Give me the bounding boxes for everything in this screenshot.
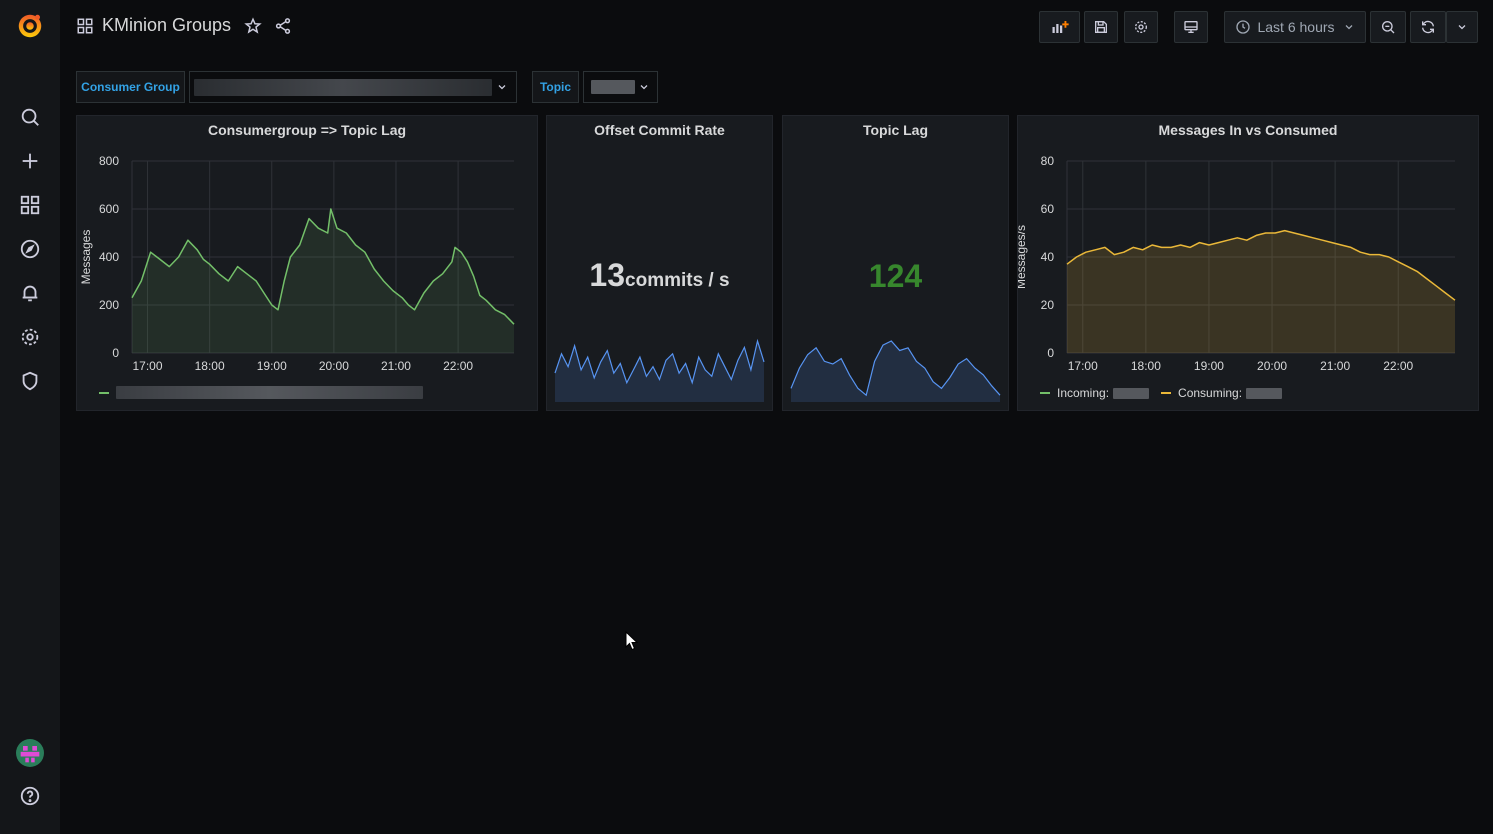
x-tick-label: 19:00 [257,359,287,373]
refresh-interval-dropdown[interactable] [1446,11,1478,43]
sparkline-line [790,340,1001,397]
share-icon[interactable] [272,14,294,38]
commit-rate-value: 13 [589,257,626,293]
x-tick-label: 21:00 [381,359,411,373]
consumer-group-select[interactable] [189,71,517,103]
y-tick-label: 0 [1047,346,1054,360]
grafana-logo-icon[interactable] [15,11,45,41]
y-tick-label: 400 [99,250,119,264]
refresh-button[interactable] [1410,11,1446,43]
chevron-down-icon [1343,21,1355,33]
y-tick-label: 80 [1041,154,1055,168]
dashboards-icon[interactable] [15,190,45,220]
compass-icon[interactable] [15,234,45,264]
x-tick-label: 20:00 [319,359,349,373]
panel-messages-in-vs-consumed[interactable]: Messages In vs Consumed 0 20 40 60 80 17:00 18… [1017,115,1479,411]
redacted-value [591,80,635,94]
sidebar [0,0,60,834]
star-icon[interactable] [242,14,264,38]
chevron-down-icon [638,81,650,93]
messages-legend[interactable]: Incoming: Consuming: [1040,386,1283,400]
panel-consumergroup-lag[interactable]: Consumergroup => Topic Lag 0 200 400 600 800… [76,115,538,411]
commit-rate-sparkline [554,338,765,402]
redacted-series-name [116,386,423,399]
y-tick-label: 40 [1041,250,1055,264]
y-tick-label: 200 [99,298,119,312]
time-picker-button[interactable]: Last 6 hours [1224,11,1366,43]
topic-label: Topic [532,71,579,103]
clock-icon [1235,19,1251,35]
legend-swatch-incoming [1040,392,1050,394]
panel-topic-lag[interactable]: Topic Lag 124 [782,115,1009,411]
x-tick-label: 20:00 [1257,359,1287,373]
topic-lag-value: 124 [868,258,923,294]
x-tick-label: 22:00 [443,359,473,373]
legend-incoming-label: Incoming: [1057,386,1110,400]
dashboard-navbar: KMinion Groups Last 6 hours [60,0,1493,54]
avatar[interactable] [15,738,45,768]
x-tick-label: 17:00 [1068,359,1098,373]
settings-button[interactable] [1124,11,1158,43]
add-panel-button[interactable] [1039,11,1080,43]
page-title[interactable]: KMinion Groups [102,15,232,35]
stat-value: 13commits / s [547,257,772,294]
topic-select[interactable] [583,71,658,103]
x-tick-label: 17:00 [133,359,163,373]
mouse-cursor-icon [625,631,639,651]
y-axis-label: Messages [79,230,93,285]
legend-swatch [99,391,109,394]
panel-title[interactable]: Consumergroup => Topic Lag [207,122,407,138]
panel-title[interactable]: Topic Lag [862,122,929,138]
y-tick-label: 600 [99,202,119,216]
dashboard-grid-icon [74,14,96,38]
x-tick-label: 22:00 [1383,359,1413,373]
x-tick-label: 19:00 [1194,359,1224,373]
chevron-down-icon [496,81,508,93]
y-tick-label: 20 [1041,298,1055,312]
zoom-out-button[interactable] [1370,11,1406,43]
series-area [132,209,514,353]
consumer-group-label: Consumer Group [76,71,185,103]
x-tick-label: 21:00 [1320,359,1350,373]
panel-offset-commit-rate[interactable]: Offset Commit Rate 13commits / s [546,115,773,411]
lag-chart: 0 200 400 600 800 17:00 18:00 19:00 20:00 21:00 22… [79,154,515,373]
series-line [131,208,515,325]
lag-legend[interactable] [99,386,423,399]
plus-icon[interactable] [15,146,45,176]
tv-mode-button[interactable] [1174,11,1208,43]
sparkline-line [554,338,765,385]
series-area [1067,230,1455,353]
redacted-value [1246,387,1283,399]
x-tick-label: 18:00 [195,359,225,373]
sparkline-area [555,341,764,402]
legend-consuming-label: Consuming: [1178,386,1243,400]
gear-icon[interactable] [15,322,45,352]
y-tick-label: 0 [112,346,119,360]
redacted-value [1113,387,1150,399]
commit-rate-unit: commits / s [625,270,730,291]
panel-title[interactable]: Messages In vs Consumed [1158,122,1338,138]
y-tick-label: 800 [99,154,119,168]
redacted-value [194,78,492,96]
y-tick-label: 60 [1041,202,1055,216]
search-icon[interactable] [15,102,45,132]
series-line [1066,229,1456,301]
shield-icon[interactable] [15,366,45,396]
help-icon[interactable] [15,781,45,811]
sparkline-area [791,341,1000,402]
bell-icon[interactable] [15,278,45,308]
y-axis-label: Messages/s [1018,225,1028,289]
messages-chart: 0 20 40 60 80 17:00 18:00 19:00 20:00 21:00 22:00 M… [1018,154,1456,373]
panel-title[interactable]: Offset Commit Rate [594,122,725,138]
topic-lag-sparkline [790,340,1001,402]
legend-swatch-consuming [1161,392,1172,394]
x-tick-label: 18:00 [1131,359,1161,373]
time-range-label: Last 6 hours [1257,19,1335,35]
save-dashboard-button[interactable] [1084,11,1118,43]
